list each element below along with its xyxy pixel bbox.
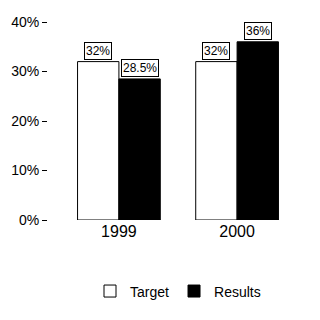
svg-text:30%: 30% [11, 63, 39, 79]
svg-text:Target: Target [130, 284, 169, 300]
svg-text:Results: Results [214, 284, 261, 300]
svg-text:32%: 32% [204, 44, 228, 58]
svg-text:0%: 0% [19, 212, 39, 228]
svg-text:1999: 1999 [101, 223, 137, 240]
svg-text:28.5%: 28.5% [123, 61, 157, 75]
svg-text:36%: 36% [246, 24, 270, 38]
svg-text:2000: 2000 [219, 223, 255, 240]
svg-text:20%: 20% [11, 113, 39, 129]
svg-text:40%: 40% [11, 14, 39, 30]
svg-text:10%: 10% [11, 162, 39, 178]
svg-text:32%: 32% [86, 44, 110, 58]
